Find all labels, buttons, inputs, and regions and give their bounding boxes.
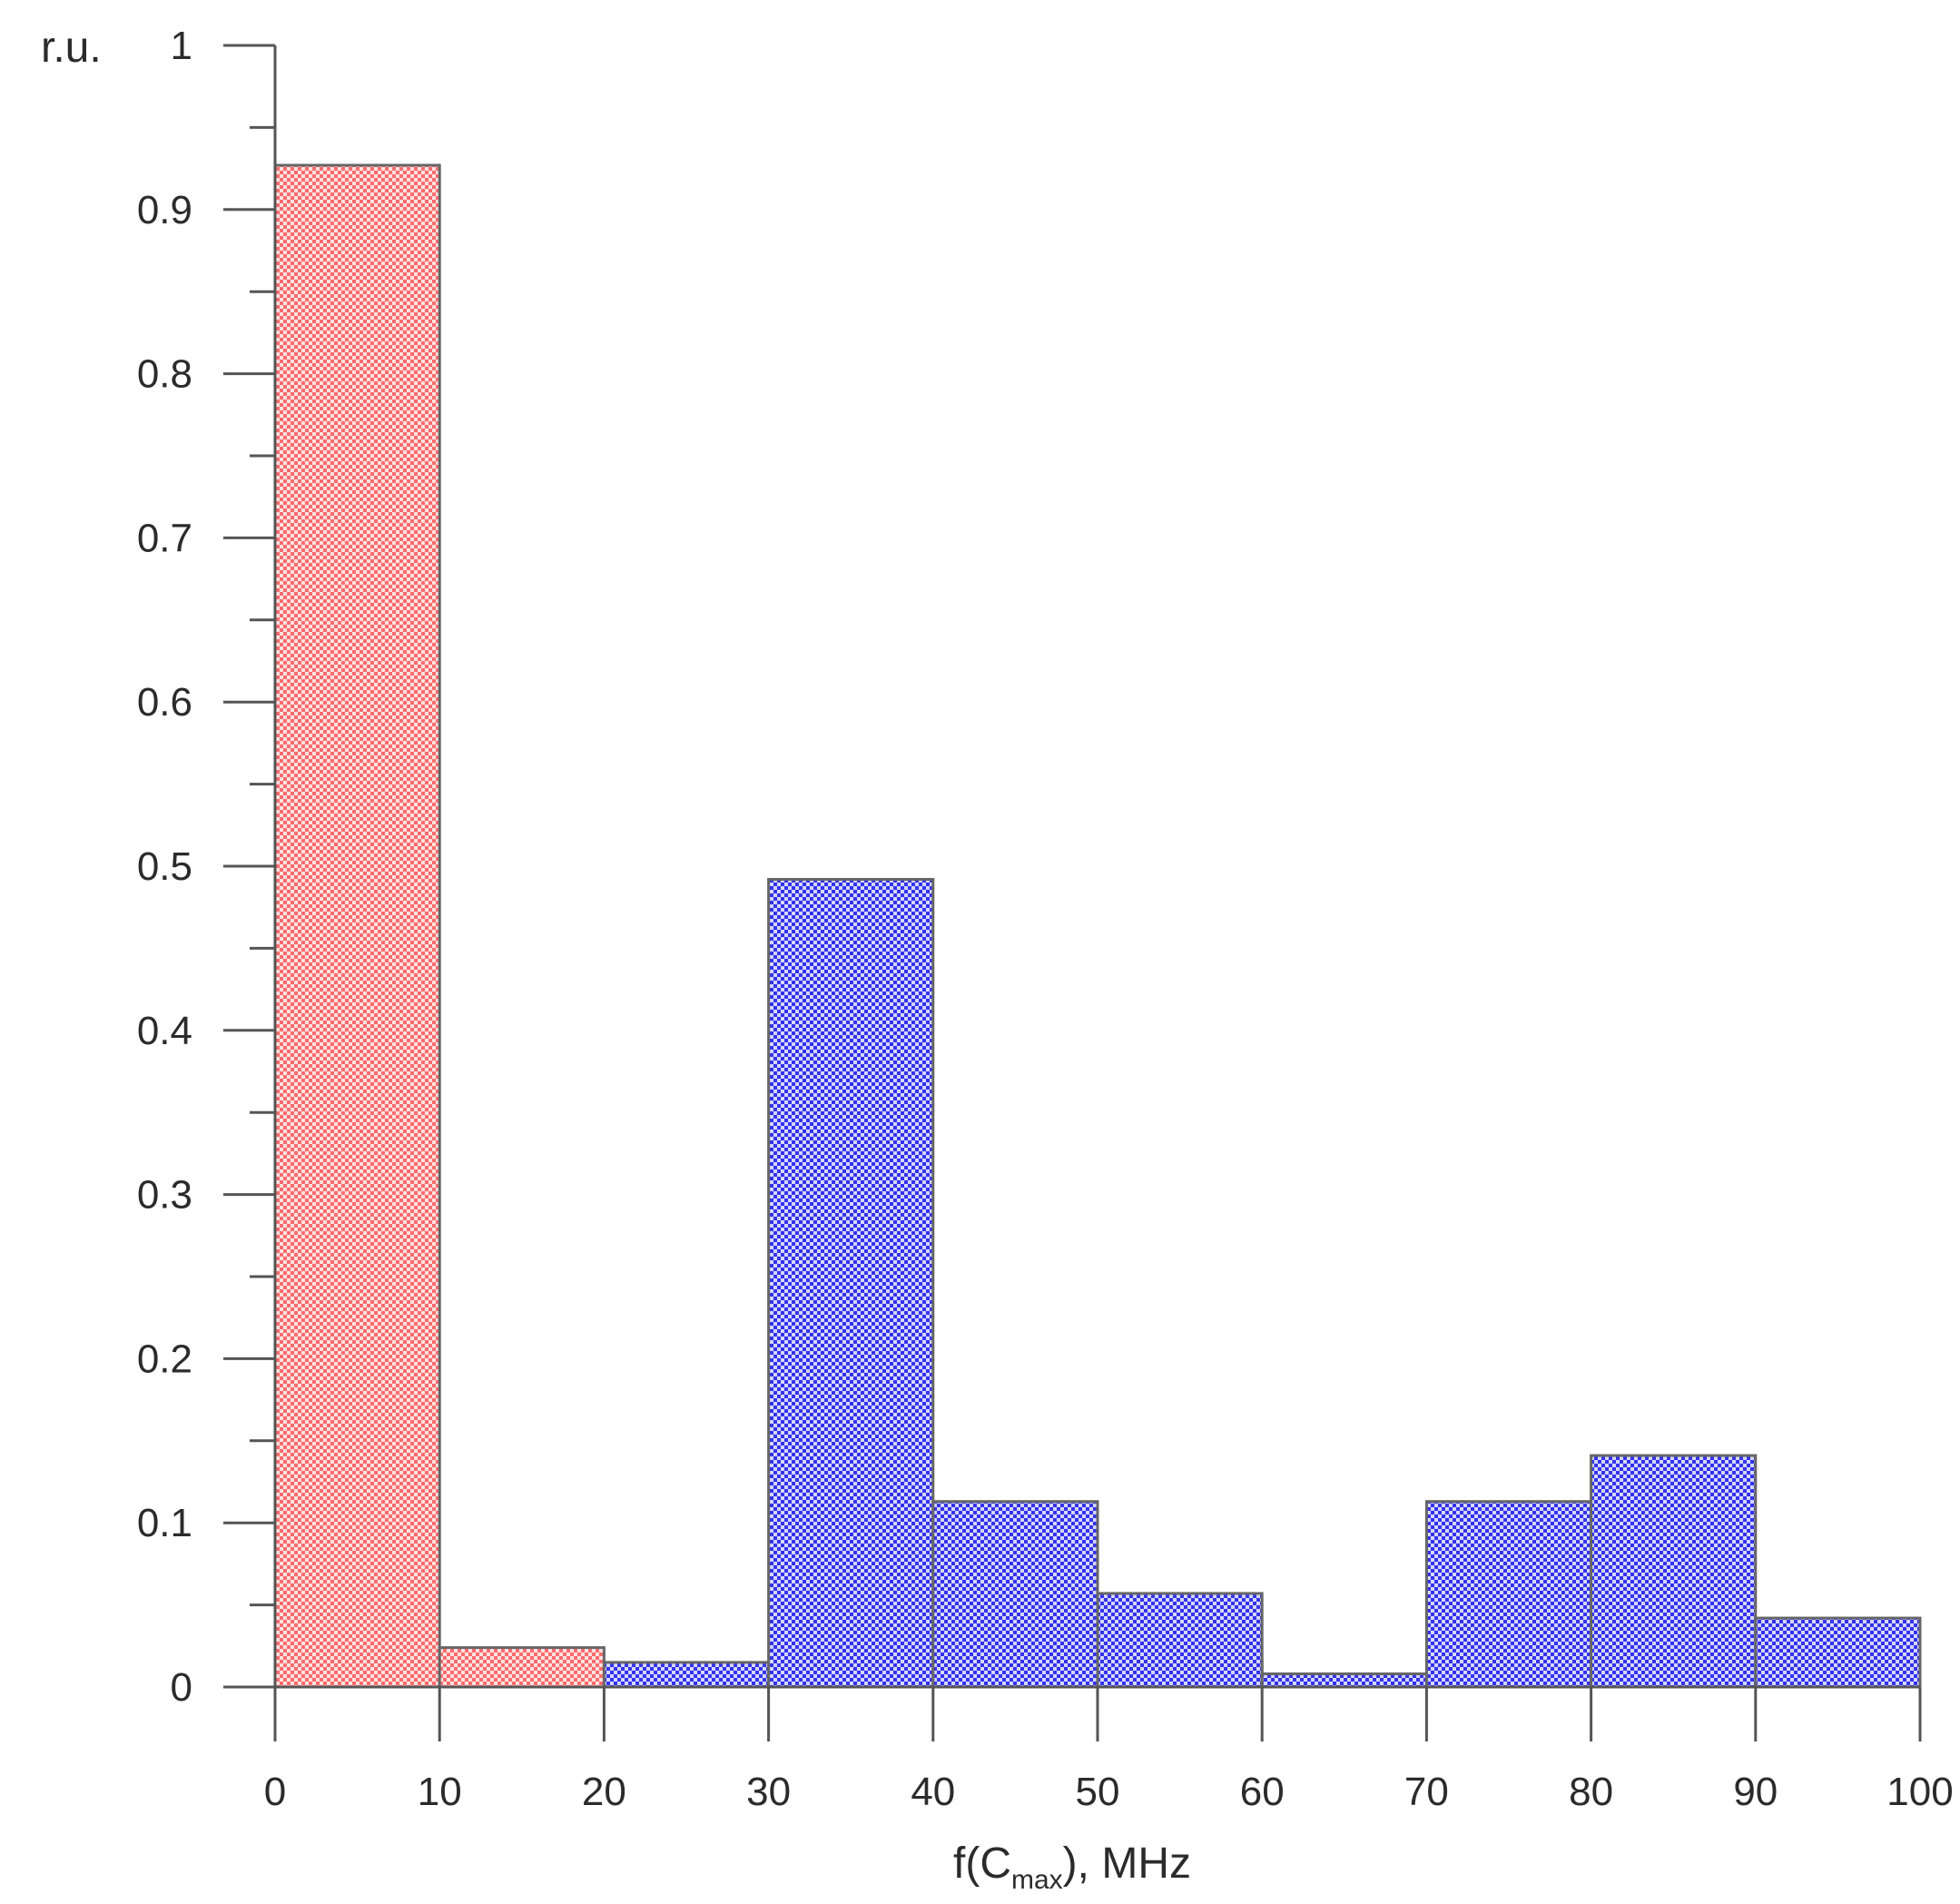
- y-tick-label-1: 1: [171, 24, 192, 68]
- x-tick-label-50: 50: [1076, 1770, 1120, 1814]
- y-axis-title: r.u.: [41, 24, 102, 72]
- bar-series2-bin-50-60: [1096, 1592, 1264, 1689]
- y-tick-label-0.8: 0.8: [137, 352, 192, 397]
- x-tick-label-80: 80: [1569, 1770, 1613, 1814]
- x-tick-label-100: 100: [1886, 1770, 1953, 1814]
- bars: [273, 163, 1922, 1689]
- x-tick-label-30: 30: [746, 1770, 791, 1814]
- y-tick-label-0.2: 0.2: [137, 1337, 192, 1381]
- bar-series2-bin-80-90: [1590, 1454, 1758, 1689]
- y-tick-label-0: 0: [171, 1665, 192, 1710]
- x-tick-label-0: 0: [264, 1770, 286, 1814]
- y-tick-label-0.5: 0.5: [137, 844, 192, 889]
- x-tick-label-60: 60: [1240, 1770, 1285, 1814]
- x-tick-label-90: 90: [1733, 1770, 1778, 1814]
- x-axis-title-main: f(C: [953, 1840, 1011, 1888]
- x-tick-label-40: 40: [911, 1770, 955, 1814]
- bar-series1-bin-0-10: [273, 163, 441, 1689]
- y-tick-label-0.7: 0.7: [137, 516, 192, 560]
- y-tick-label-0.9: 0.9: [137, 188, 192, 232]
- x-tick-label-10: 10: [418, 1770, 462, 1814]
- bar-series2-bin-90-100: [1754, 1616, 1922, 1689]
- bar-series2-bin-30-40: [767, 877, 935, 1689]
- x-tick-label-20: 20: [582, 1770, 626, 1814]
- y-tick-label-0.6: 0.6: [137, 680, 192, 725]
- axes: [223, 45, 1920, 1741]
- bar-series2-bin-40-50: [931, 1500, 1099, 1689]
- bar-series1-bin-10-20: [438, 1646, 606, 1689]
- bar-series2-bin-20-30: [602, 1661, 771, 1689]
- x-ticks: 0 10 20 30 40 50 60 70 80 90 100: [264, 1687, 1954, 1814]
- x-axis-title-tail: ), MHz: [1063, 1840, 1191, 1888]
- y-tick-label-0.4: 0.4: [137, 1009, 192, 1053]
- x-axis-title-subscript: max: [1011, 1865, 1063, 1895]
- bar-series2-bin-60-70: [1260, 1672, 1428, 1689]
- x-tick-label-70: 70: [1404, 1770, 1449, 1814]
- y-ticks: 0 0.1 0.2 0.3 0.4 0.5 0.6 0.7 0.8 0.9 1: [137, 24, 275, 1710]
- y-tick-label-0.1: 0.1: [137, 1501, 192, 1545]
- bar-series2-bin-70-80: [1424, 1500, 1593, 1689]
- y-tick-label-0.3: 0.3: [137, 1173, 192, 1218]
- x-axis-title: f(Cmax), MHz: [953, 1840, 1191, 1895]
